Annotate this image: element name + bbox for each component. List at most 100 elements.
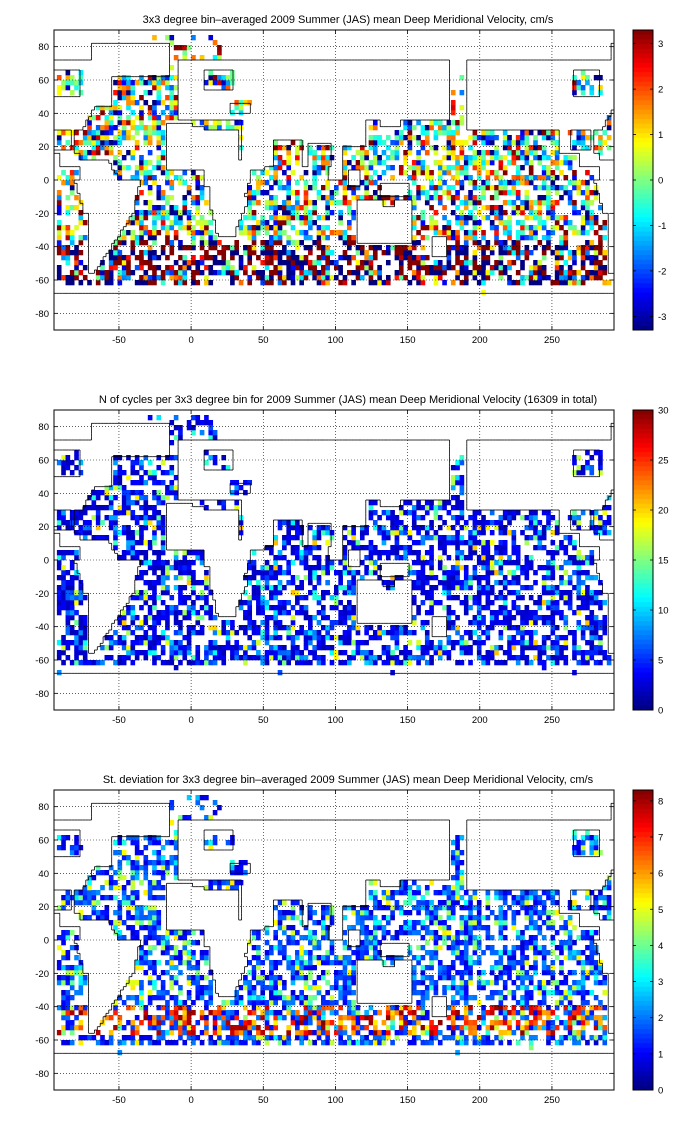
data-cell bbox=[100, 520, 105, 526]
data-cell bbox=[559, 270, 564, 276]
data-cell bbox=[160, 100, 166, 106]
data-cell bbox=[394, 195, 400, 201]
data-cell bbox=[152, 250, 157, 256]
data-cell bbox=[433, 220, 439, 226]
data-cell bbox=[117, 260, 123, 266]
colorbar-segment bbox=[633, 72, 653, 78]
data-cell bbox=[186, 220, 192, 226]
data-cell bbox=[186, 575, 192, 581]
data-cell bbox=[420, 590, 426, 596]
x-tick-label: 200 bbox=[472, 335, 488, 346]
data-cell bbox=[147, 515, 153, 521]
data-cell bbox=[130, 95, 136, 101]
data-cell bbox=[61, 245, 66, 251]
data-cell bbox=[290, 210, 296, 216]
data-cell bbox=[273, 555, 279, 561]
data-cell bbox=[225, 125, 231, 131]
colorbar-segment bbox=[633, 320, 653, 326]
data-cell bbox=[61, 515, 66, 521]
data-cell bbox=[325, 170, 330, 176]
data-cell bbox=[290, 620, 296, 626]
data-cell bbox=[446, 190, 452, 196]
data-cell bbox=[273, 155, 279, 161]
data-cell bbox=[182, 645, 188, 651]
data-cell bbox=[385, 550, 391, 556]
data-cell bbox=[437, 125, 443, 131]
data-cell bbox=[585, 205, 590, 211]
data-cell bbox=[260, 190, 266, 196]
data-cell bbox=[87, 520, 92, 526]
data-cell bbox=[156, 255, 162, 261]
data-cell bbox=[316, 260, 322, 266]
data-cell bbox=[528, 235, 534, 241]
data-cell bbox=[524, 225, 530, 231]
data-cell bbox=[450, 235, 456, 241]
data-cell bbox=[411, 585, 417, 591]
data-cell bbox=[282, 660, 287, 666]
data-cell bbox=[403, 550, 408, 556]
data-cell bbox=[299, 605, 304, 611]
data-cell bbox=[437, 165, 443, 171]
data-cell bbox=[212, 120, 218, 126]
data-cell bbox=[182, 570, 188, 576]
data-cell bbox=[173, 175, 179, 181]
data-cell bbox=[420, 140, 426, 146]
data-cell bbox=[559, 280, 564, 286]
data-cell bbox=[463, 230, 469, 236]
data-cell bbox=[420, 265, 426, 271]
data-cell bbox=[95, 275, 101, 281]
data-cell bbox=[481, 215, 486, 221]
data-cell bbox=[338, 610, 343, 616]
data-cell bbox=[243, 490, 248, 496]
data-cell bbox=[169, 660, 175, 666]
data-cell bbox=[165, 570, 170, 576]
data-cell bbox=[381, 580, 387, 586]
data-cell bbox=[117, 80, 123, 86]
data-cell bbox=[152, 615, 157, 621]
data-cell bbox=[481, 205, 486, 211]
data-cell bbox=[238, 605, 244, 611]
data-cell bbox=[593, 245, 599, 251]
data-cell bbox=[178, 610, 183, 616]
data-cell bbox=[334, 190, 339, 196]
data-cell bbox=[121, 155, 127, 161]
data-cell bbox=[256, 200, 261, 206]
data-cell bbox=[390, 575, 395, 581]
data-cell bbox=[169, 185, 175, 191]
data-cell bbox=[368, 655, 374, 661]
data-cell bbox=[104, 485, 110, 491]
data-cell bbox=[359, 655, 365, 661]
data-cell bbox=[95, 130, 101, 136]
data-cell bbox=[282, 655, 287, 661]
data-cell bbox=[243, 270, 248, 276]
data-cell bbox=[316, 645, 322, 651]
data-cell bbox=[195, 615, 201, 621]
data-cell bbox=[134, 240, 140, 246]
data-cell bbox=[238, 485, 244, 491]
data-cell bbox=[364, 180, 369, 186]
data-cell bbox=[273, 610, 279, 616]
data-cell bbox=[65, 205, 71, 211]
data-cell bbox=[325, 210, 330, 216]
data-cell bbox=[277, 525, 283, 531]
data-cell bbox=[303, 195, 309, 201]
data-cell bbox=[368, 570, 374, 576]
data-cell bbox=[91, 535, 97, 541]
data-cell bbox=[134, 130, 140, 136]
data-cell bbox=[208, 35, 214, 41]
data-cell bbox=[463, 200, 469, 206]
data-cell bbox=[225, 80, 231, 86]
data-cell bbox=[403, 510, 408, 516]
data-cell bbox=[277, 620, 283, 626]
data-cell bbox=[368, 140, 374, 146]
data-cell bbox=[346, 255, 352, 261]
data-cell bbox=[65, 570, 71, 576]
data-cell bbox=[567, 180, 573, 186]
data-cell bbox=[359, 160, 365, 166]
data-cell bbox=[472, 150, 478, 156]
data-cell bbox=[108, 130, 114, 136]
data-cell bbox=[364, 175, 369, 181]
data-cell bbox=[316, 610, 322, 616]
data-cell bbox=[65, 640, 71, 646]
data-cell bbox=[312, 175, 317, 181]
